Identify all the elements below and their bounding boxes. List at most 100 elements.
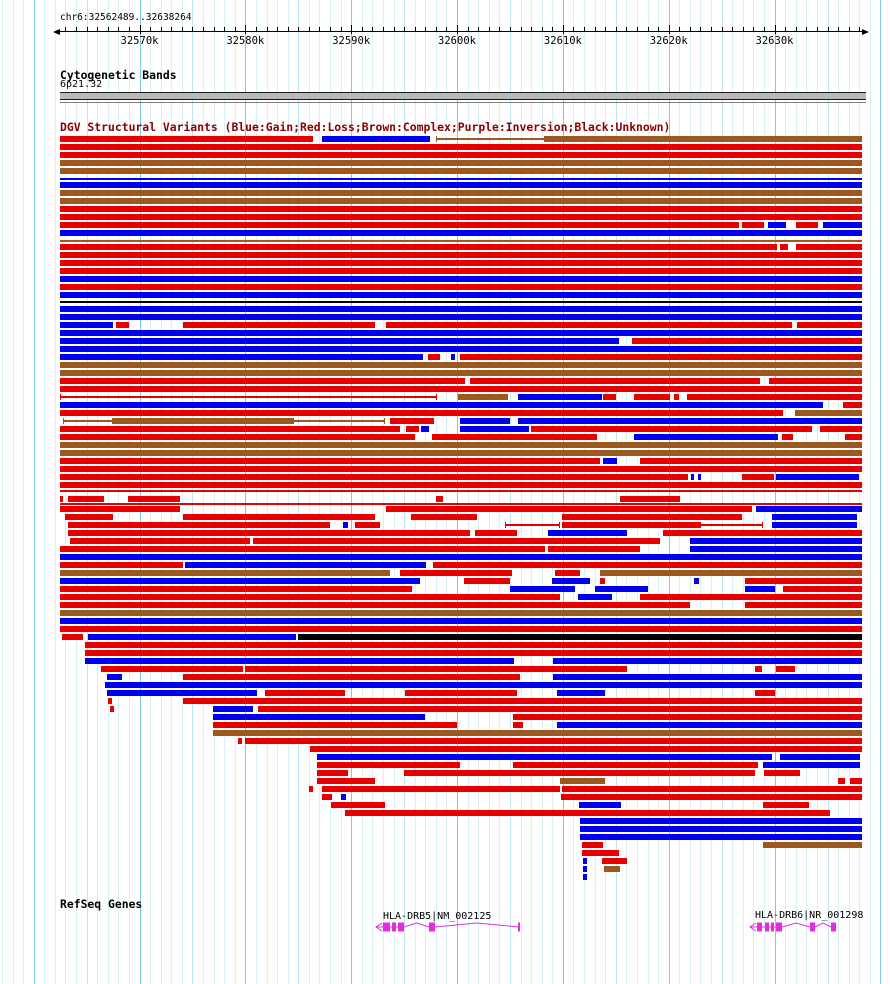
variant-loss-bar[interactable] (582, 850, 619, 856)
variant-loss-bar[interactable] (632, 338, 862, 344)
variant-loss-bar[interactable] (513, 762, 758, 768)
variant-gain-bar[interactable] (105, 682, 862, 688)
gene-exon[interactable] (810, 922, 815, 932)
gene-exon[interactable] (392, 922, 396, 932)
variant-loss-bar[interactable] (309, 786, 313, 792)
variant-loss-bar[interactable] (755, 690, 775, 696)
variant-gain-bar[interactable] (694, 578, 699, 584)
variant-gain-bar[interactable] (557, 722, 862, 728)
variant-loss-bar[interactable] (386, 322, 792, 328)
variant-loss-bar[interactable] (640, 458, 862, 464)
variant-loss-bar[interactable] (755, 666, 762, 672)
variant-gain-bar[interactable] (60, 182, 862, 188)
variant-gain-bar[interactable] (322, 136, 430, 142)
variant-loss-bar[interactable] (411, 514, 477, 520)
variant-complex-bar[interactable] (60, 168, 862, 174)
variant-complex-line[interactable] (63, 420, 113, 422)
variant-complex-hline[interactable] (60, 240, 862, 242)
variant-loss-bar[interactable] (85, 650, 862, 656)
variant-gain-bar[interactable] (60, 230, 862, 236)
variant-loss-bar[interactable] (475, 530, 517, 536)
variant-gain-bar[interactable] (698, 474, 701, 480)
variant-loss-bar[interactable] (562, 514, 742, 520)
gene-exon[interactable] (383, 922, 390, 932)
variant-complex-bar[interactable] (458, 394, 508, 400)
variant-gain-bar[interactable] (772, 514, 857, 520)
variant-gain-bar[interactable] (557, 690, 605, 696)
variant-gain-bar[interactable] (60, 578, 420, 584)
variant-loss-bar[interactable] (108, 698, 112, 704)
variant-loss-bar[interactable] (60, 410, 783, 416)
variant-gain-bar[interactable] (60, 618, 862, 624)
variant-loss-bar[interactable] (513, 722, 523, 728)
variant-loss-bar[interactable] (742, 474, 774, 480)
variant-loss-bar[interactable] (60, 482, 862, 488)
gene-exon[interactable] (771, 922, 774, 932)
variant-loss-bar[interactable] (797, 322, 862, 328)
variant-complex-bar[interactable] (763, 842, 862, 848)
variant-gain-bar[interactable] (60, 306, 862, 312)
variant-loss-bar[interactable] (782, 434, 793, 440)
variant-gain-bar[interactable] (772, 522, 857, 528)
variant-gain-bar[interactable] (553, 658, 862, 664)
variant-loss-bar[interactable] (562, 786, 862, 792)
variant-loss-bar[interactable] (317, 762, 460, 768)
variant-loss-bar[interactable] (634, 394, 670, 400)
variant-loss-bar[interactable] (68, 530, 470, 536)
variant-loss-bar[interactable] (355, 522, 380, 528)
variant-loss-bar[interactable] (60, 284, 862, 290)
gene-exon[interactable] (776, 922, 782, 932)
gene-label-hla-drb6[interactable]: HLA-DRB6|NR_001298 (755, 910, 864, 921)
variant-loss-bar[interactable] (600, 578, 605, 584)
variant-complex-bar[interactable] (60, 198, 862, 204)
variant-gain-bar[interactable] (690, 546, 862, 552)
variant-loss-bar[interactable] (60, 434, 415, 440)
variant-complex-bar[interactable] (60, 450, 862, 456)
gene-model[interactable] (749, 922, 836, 932)
variant-gain-bar[interactable] (213, 706, 253, 712)
variant-loss-bar[interactable] (310, 746, 862, 752)
variant-loss-bar[interactable] (60, 214, 862, 220)
variant-loss-bar[interactable] (780, 244, 788, 250)
gene-exon[interactable] (757, 922, 762, 932)
variant-loss-bar[interactable] (322, 786, 560, 792)
variant-loss-bar[interactable] (60, 244, 777, 250)
variant-gain-bar[interactable] (60, 338, 619, 344)
variant-gain-bar[interactable] (745, 586, 775, 592)
variant-loss-bar[interactable] (386, 506, 752, 512)
variant-loss-bar[interactable] (548, 546, 640, 552)
variant-loss-bar[interactable] (843, 402, 862, 408)
variant-gain-bar[interactable] (823, 222, 862, 228)
variant-loss-hline[interactable] (60, 503, 862, 505)
variant-loss-bar[interactable] (128, 496, 180, 502)
variant-loss-bar[interactable] (404, 770, 755, 776)
variant-gain-bar[interactable] (460, 426, 529, 432)
variant-complex-bar[interactable] (60, 370, 862, 376)
variant-loss-bar[interactable] (253, 538, 660, 544)
variant-gain-bar[interactable] (60, 330, 862, 336)
variant-loss-bar[interactable] (60, 378, 465, 384)
variant-complex-bar[interactable] (604, 866, 620, 872)
variant-loss-bar[interactable] (555, 570, 580, 576)
variant-gain-bar[interactable] (60, 402, 823, 408)
variant-loss-bar[interactable] (513, 714, 862, 720)
variant-loss-line[interactable] (505, 524, 560, 526)
variant-gain-bar[interactable] (583, 874, 587, 880)
variant-gain-bar[interactable] (510, 586, 575, 592)
variant-loss-bar[interactable] (60, 602, 690, 608)
variant-loss-bar[interactable] (60, 426, 400, 432)
variant-loss-bar[interactable] (68, 522, 330, 528)
variant-loss-bar[interactable] (60, 546, 545, 552)
variant-gain-bar[interactable] (107, 674, 122, 680)
variant-gain-bar[interactable] (60, 314, 862, 320)
variant-gain-bar[interactable] (60, 354, 423, 360)
variant-loss-bar[interactable] (60, 252, 862, 258)
variant-loss-bar[interactable] (70, 538, 250, 544)
variant-gain-bar[interactable] (341, 794, 346, 800)
variant-loss-bar[interactable] (110, 706, 114, 712)
variant-loss-bar[interactable] (674, 394, 679, 400)
gene-exon[interactable] (398, 922, 404, 932)
variant-loss-bar[interactable] (796, 222, 818, 228)
variant-loss-bar[interactable] (663, 530, 862, 536)
variant-loss-bar[interactable] (116, 322, 129, 328)
